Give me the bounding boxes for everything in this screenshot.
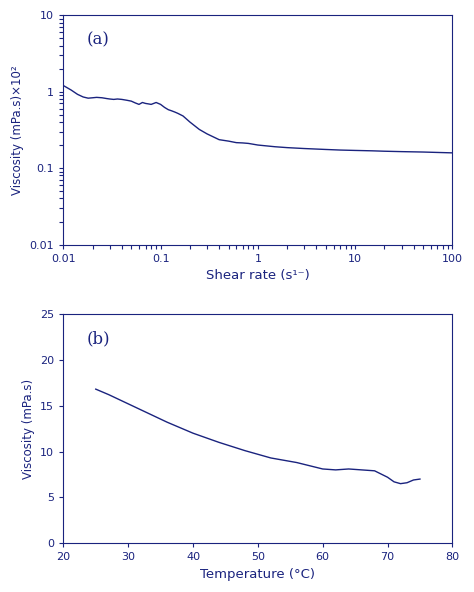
- Text: (a): (a): [87, 31, 109, 48]
- Text: (b): (b): [87, 330, 110, 347]
- Y-axis label: Viscosity (mPa.s): Viscosity (mPa.s): [22, 378, 35, 479]
- Y-axis label: Viscosity (mPa.s)×10²: Viscosity (mPa.s)×10²: [11, 65, 24, 195]
- X-axis label: Shear rate (s¹⁻): Shear rate (s¹⁻): [206, 269, 310, 282]
- X-axis label: Temperature (°C): Temperature (°C): [201, 568, 315, 581]
